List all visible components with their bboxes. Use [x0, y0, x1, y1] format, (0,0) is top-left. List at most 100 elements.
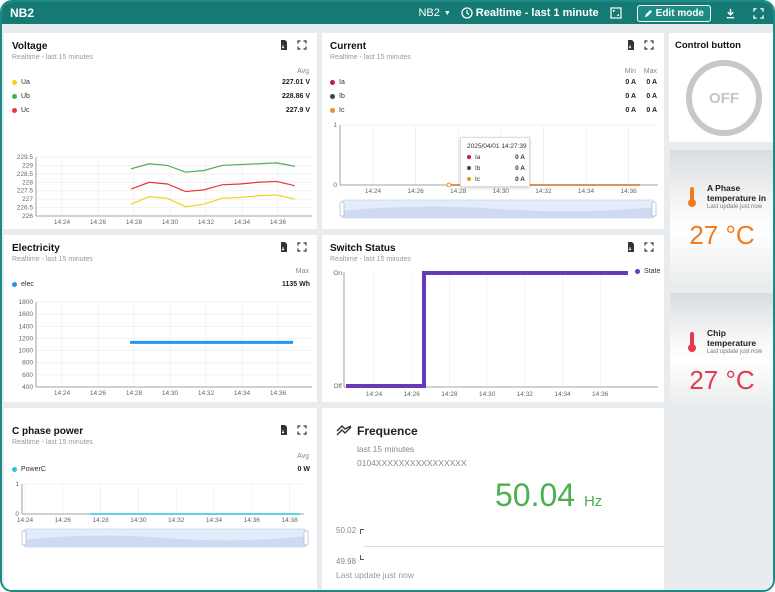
fullscreen-select-icon[interactable]: [609, 6, 623, 20]
widget-subtitle: Realtime - last 15 minutes: [12, 439, 93, 446]
x-tick-label: 14:24: [17, 517, 34, 524]
legend-dot: [12, 80, 17, 85]
export-file-icon[interactable]: [279, 425, 289, 435]
y-tick-label: Off: [333, 383, 342, 390]
x-tick-label: 14:34: [578, 188, 595, 195]
legend-min: 0 A: [625, 79, 636, 86]
legend-item[interactable]: State: [635, 268, 665, 275]
legend-item[interactable]: Uc 227.9 V: [12, 107, 310, 114]
legend-name: Ic: [339, 107, 345, 114]
pencil-icon: [644, 9, 652, 17]
chip-temperature-widget: Chip temperature Last update just now 27…: [670, 293, 773, 403]
power-chart[interactable]: 0 1 14:24 14:26 14:28 14:30 14:32 14:34 14:36 14:…: [4, 408, 317, 592]
switch-status-chart[interactable]: 14:24 14:26 14:28 14:30 14:32 14:34 14:36 On Off: [322, 235, 664, 402]
x-tick-label: 14:28: [126, 390, 143, 397]
y-tick-label: 1400: [19, 323, 34, 330]
x-tick-label: 14:38: [281, 517, 298, 524]
fullscreen-icon[interactable]: [751, 6, 765, 20]
range-navigator: [339, 199, 657, 219]
legend-name: PowerC: [21, 466, 46, 473]
x-tick-label: 14:24: [366, 391, 383, 398]
legend-max: 0 A: [646, 79, 657, 86]
x-tick-label: 14:30: [130, 517, 147, 524]
legend-dot: [330, 108, 335, 113]
x-tick-label: 14:26: [90, 219, 107, 226]
y-tick-label: 1: [15, 481, 19, 488]
x-tick-label: 14:28: [450, 188, 467, 195]
x-tick-label: 14:30: [162, 390, 179, 397]
tooltip-row: Ib 0 A: [467, 165, 525, 172]
x-tick-label: 14:30: [162, 219, 179, 226]
legend-item[interactable]: elec 1135 Wh: [12, 281, 310, 288]
x-tick-label: 14:34: [234, 219, 251, 226]
x-tick-label: 14:30: [479, 391, 496, 398]
device-select[interactable]: NB2 ▼: [418, 7, 450, 19]
legend-item[interactable]: PowerC 0 W: [12, 466, 310, 473]
electricity-chart[interactable]: 400 600 800 1000 1200 1400 1600 1800 14:24 14:26 1…: [4, 235, 317, 402]
temperature-value: 27 °C: [689, 365, 755, 395]
widget-title: Frequence: [357, 424, 418, 438]
x-tick-label: 14:28: [441, 391, 458, 398]
legend-max: 0 A: [646, 93, 657, 100]
widget-title: C phase power: [12, 426, 84, 437]
y-tick-label: 1600: [19, 311, 34, 318]
x-tick-label: 14:36: [270, 219, 287, 226]
expand-icon[interactable]: [297, 40, 307, 50]
edit-mode-button[interactable]: Edit mode: [636, 4, 711, 22]
legend-value: 227.01 V: [281, 79, 310, 86]
export-file-icon[interactable]: [626, 40, 636, 50]
x-tick-label: 14:26: [404, 391, 421, 398]
legend-dot: [12, 467, 17, 472]
sparkline-baseline: [364, 546, 664, 547]
widget-title: Switch Status: [330, 243, 396, 254]
legend-name: Ua: [21, 79, 30, 86]
tooltip-row: Ia 0 A: [467, 154, 525, 161]
legend-value: 0 W: [297, 466, 310, 473]
expand-icon[interactable]: [644, 40, 654, 50]
y-tick-label: 228: [22, 179, 33, 186]
download-icon[interactable]: [723, 6, 737, 20]
voltage-widget: Voltage Realtime - last 15 minutes Avg U…: [4, 33, 317, 229]
legend-col-max: Max: [643, 68, 657, 75]
tooltip-time: 2025/04/01 14:27:39: [467, 143, 527, 150]
navigator-handle-right: [651, 201, 657, 217]
trending-icon: [336, 425, 352, 436]
legend-item[interactable]: Ib 0 A 0 A: [330, 93, 657, 100]
switch-status-widget: Switch Status Realtime - last 15 minutes…: [322, 235, 664, 402]
y-tick-label: 800: [22, 360, 33, 367]
legend-item[interactable]: Ua 227.01 V: [12, 79, 310, 86]
hover-marker: [446, 182, 452, 188]
legend-name: elec: [21, 281, 34, 288]
current-chart[interactable]: 0 1 14:24 14:26 14:28 14:30 14:32 14:34 14:36: [322, 33, 664, 229]
a-phase-temperature-widget: A Phase temperature in Last update just …: [670, 150, 773, 283]
export-file-icon[interactable]: [279, 242, 289, 252]
legend-value: 227.9 V: [285, 107, 310, 114]
expand-icon[interactable]: [297, 242, 307, 252]
legend-dot: [12, 94, 17, 99]
expand-icon[interactable]: [297, 425, 307, 435]
frequency-number: 50.04: [495, 477, 576, 513]
x-tick-label: 14:34: [554, 391, 571, 398]
navigator-handle-right: [303, 530, 309, 546]
electricity-widget: Electricity Realtime - last 15 minutes M…: [4, 235, 317, 402]
power-toggle-button[interactable]: OFF: [686, 60, 762, 136]
export-file-icon[interactable]: [279, 40, 289, 50]
top-bar: NB2 NB2 ▼ Realtime - last 1 minute Edit …: [2, 2, 773, 24]
export-file-icon[interactable]: [626, 242, 636, 252]
widget-subtitle: Realtime - last 15 minutes: [330, 54, 411, 61]
legend-item[interactable]: Ic 0 A 0 A: [330, 107, 657, 114]
temperature-value: 27 °C: [689, 220, 755, 250]
y-tick-label: 226: [22, 213, 33, 220]
expand-icon[interactable]: [644, 242, 654, 252]
axis-top-label: 50.02: [336, 526, 357, 535]
legend-name: Ub: [21, 93, 30, 100]
y-tick-label: 228.5: [17, 171, 34, 178]
series-line-state: [346, 271, 628, 388]
legend-item[interactable]: Ub 228.86 V: [12, 93, 310, 100]
navigator-area: [342, 206, 654, 218]
legend-item[interactable]: Ia 0 A 0 A: [330, 79, 657, 86]
time-range-select[interactable]: Realtime - last 1 minute: [461, 7, 599, 19]
time-range-label: Realtime - last 1 minute: [475, 7, 599, 19]
frequence-widget: Frequence last 15 minutes 0104XXXXXXXXXX…: [322, 408, 664, 590]
